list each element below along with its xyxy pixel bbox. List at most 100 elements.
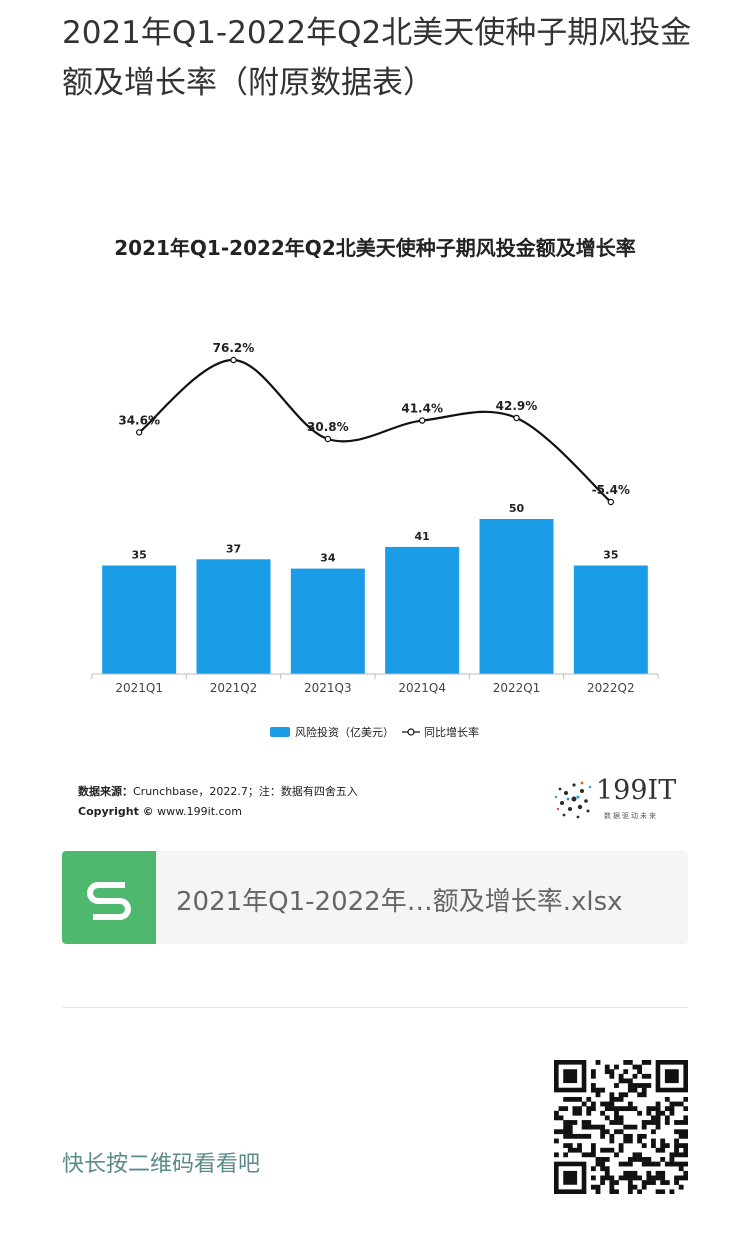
qr-module	[600, 1087, 606, 1093]
qr-module	[637, 1189, 642, 1194]
qr-module	[637, 1138, 642, 1144]
qr-module	[637, 1175, 642, 1181]
qr-module	[618, 1143, 624, 1148]
qr-module	[567, 1143, 573, 1148]
qr-code[interactable]	[554, 1060, 688, 1194]
qr-module	[632, 1175, 638, 1181]
qr-module	[567, 1096, 573, 1102]
qr-module	[655, 1120, 661, 1125]
qr-module	[600, 1157, 606, 1162]
qr-module	[590, 1124, 596, 1130]
qr-module	[627, 1101, 633, 1107]
qr-module	[609, 1069, 615, 1075]
growth-rate-point	[607, 498, 615, 506]
qr-module	[586, 1120, 592, 1125]
qr-module	[623, 1124, 629, 1130]
qr-module	[627, 1138, 633, 1144]
qr-module	[618, 1096, 624, 1102]
x-tick-label: 2021Q4	[398, 681, 446, 695]
qr-module	[660, 1157, 666, 1162]
qr-module	[641, 1092, 647, 1098]
qr-module	[660, 1189, 666, 1194]
qr-module	[627, 1060, 633, 1065]
growth-rate-label: 76.2%	[213, 341, 255, 355]
qr-module	[632, 1170, 638, 1176]
qr-module	[627, 1184, 633, 1190]
qr-module	[618, 1073, 624, 1079]
qr-module	[627, 1180, 633, 1185]
qr-module	[655, 1106, 661, 1112]
qr-module	[604, 1129, 610, 1135]
qr-module	[664, 1106, 670, 1112]
qr-module	[563, 1152, 569, 1158]
file-attachment[interactable]: 2021年Q1-2022年…额及增长率.xlsx	[62, 851, 688, 944]
qr-module	[609, 1073, 615, 1079]
qr-module	[655, 1101, 661, 1107]
qr-module	[683, 1175, 688, 1181]
qr-module	[581, 1152, 587, 1158]
qr-module	[554, 1110, 559, 1116]
qr-module	[590, 1069, 596, 1075]
copyright-text: www.199it.com	[157, 805, 243, 818]
qr-module	[632, 1083, 638, 1088]
qr-module	[660, 1175, 666, 1181]
qr-module	[651, 1180, 656, 1185]
qr-module	[577, 1106, 582, 1112]
qr-module	[641, 1184, 647, 1190]
qr-module	[581, 1101, 587, 1107]
qr-module	[669, 1161, 675, 1167]
qr-module	[563, 1133, 569, 1139]
qr-module	[674, 1138, 679, 1144]
qr-module	[637, 1110, 642, 1116]
qr-module	[646, 1060, 652, 1065]
qr-module	[655, 1110, 661, 1116]
qr-module	[604, 1064, 610, 1070]
qr-module	[627, 1083, 633, 1088]
qr-module	[563, 1129, 569, 1135]
source-block: 数据来源：Crunchbase，2022.7；注：数据有四舍五入 Copyrig…	[78, 782, 498, 822]
qr-module	[678, 1129, 684, 1135]
qr-module	[554, 1129, 559, 1135]
x-tick-label: 2022Q1	[493, 681, 541, 695]
x-tick-label: 2022Q2	[587, 681, 635, 695]
qr-module	[623, 1133, 629, 1139]
qr-module	[586, 1124, 592, 1130]
qr-module	[586, 1133, 592, 1139]
qr-module	[651, 1175, 656, 1181]
qr-module	[623, 1060, 629, 1065]
qr-module	[651, 1120, 656, 1125]
growth-rate-point	[513, 414, 520, 422]
qr-module	[609, 1184, 615, 1190]
qr-module	[683, 1120, 688, 1125]
qr-module	[609, 1106, 615, 1112]
bar	[479, 519, 554, 674]
qr-module	[604, 1115, 610, 1121]
qr-module	[600, 1133, 606, 1139]
qr-module	[590, 1175, 596, 1181]
qr-module	[646, 1180, 652, 1185]
qr-module	[641, 1120, 647, 1125]
qr-module	[651, 1106, 656, 1112]
qr-module	[660, 1143, 666, 1148]
qr-module	[674, 1143, 679, 1148]
qr-module	[669, 1101, 675, 1107]
qr-module	[581, 1133, 587, 1139]
qr-module	[660, 1170, 666, 1176]
qr-module	[683, 1161, 688, 1167]
qr-module	[563, 1143, 569, 1148]
qr-module	[651, 1115, 656, 1121]
qr-module	[590, 1143, 596, 1148]
qr-module	[614, 1120, 619, 1125]
qr-module	[664, 1115, 670, 1121]
qr-module	[600, 1101, 606, 1107]
qr-module	[678, 1101, 684, 1107]
qr-module	[641, 1083, 647, 1088]
x-tick-label: 2021Q2	[210, 681, 258, 695]
qr-module	[623, 1161, 629, 1167]
qr-module	[590, 1073, 596, 1079]
qr-module	[609, 1096, 615, 1102]
qr-module	[641, 1133, 647, 1139]
qr-module	[627, 1175, 633, 1181]
qr-module	[646, 1120, 652, 1125]
chart-title: 2021年Q1-2022年Q2北美天使种子期风投金额及增长率	[114, 236, 636, 260]
